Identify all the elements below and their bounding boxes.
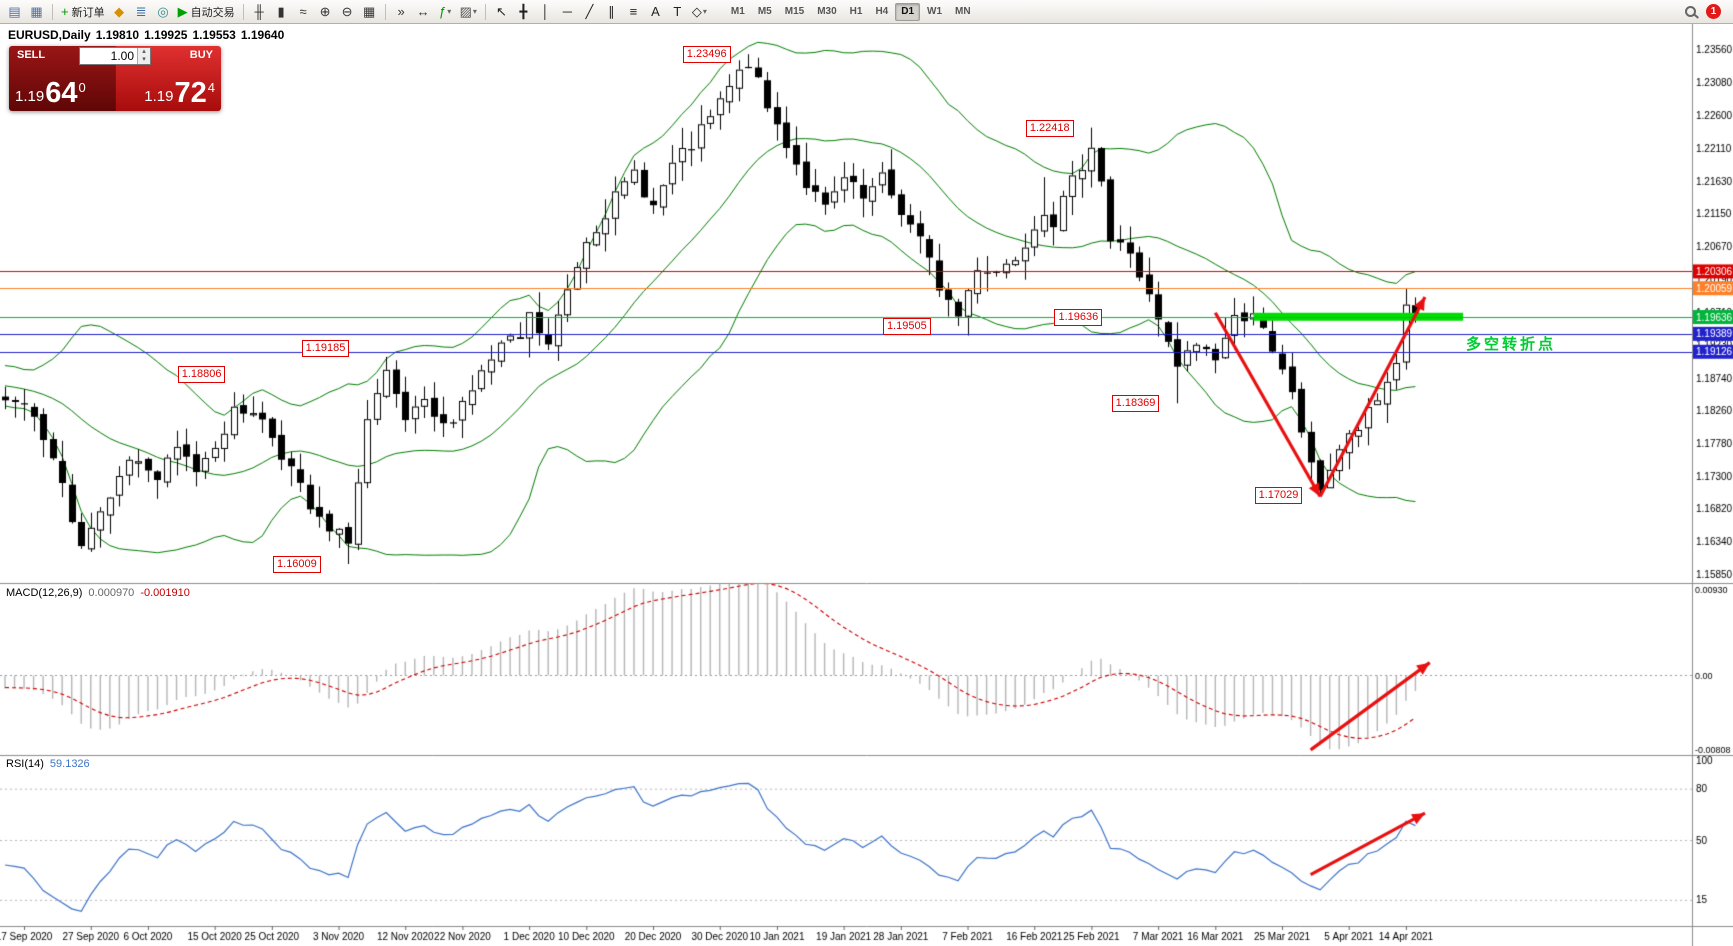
shapes-icon[interactable]: ◇ ▾ [691,3,707,19]
timeframe-m5[interactable]: M5 [757,6,772,17]
zoom-in-icon[interactable]: ⊕ [319,3,331,19]
main-toolbar: ▤ ▦ + 新订单 ◆ ≣ ◎ ▶ 自动交易 ╫ ▮ ≈ ⊕ ⊖ ▦» ↔ ƒ ▾ ▨ ▾ ↖ ╋ │ ─ ╱ ∥ ≡ A T ◇ ▾ M1 M… [0,0,1733,24]
profiles-icon[interactable]: ▦ [30,3,43,19]
autotrading-button[interactable]: ▶ 自动交易 [177,3,235,19]
macd-main-value: 0.000970 [88,587,135,599]
history-center-icon[interactable]: ◆ [114,3,125,19]
new-chart-icon[interactable]: ▤ [8,3,21,19]
ohlc-close: 1.19640 [240,28,285,42]
web-community-icon[interactable]: ◎ [157,3,169,19]
buy-label: BUY [189,49,213,61]
bid-price-sup: 0 [78,80,86,95]
ohlc-low: 1.19553 [192,28,236,42]
channel-icon[interactable]: ∥ [608,3,615,19]
macd-indicator-label: MACD(12,26,9) 0.000970 -0.001910 [6,587,196,599]
vertical-line-icon[interactable]: │ [541,4,550,19]
macd-signal-value: -0.001910 [140,587,190,599]
tile-windows-icon[interactable]: ▦ [362,3,376,19]
timeframe-w1[interactable]: W1 [927,6,943,17]
templates-icon[interactable]: ▨ ▾ [459,3,477,19]
rsi-indicator-label: RSI(14) 59.1326 [6,758,96,770]
toolbar-separator [242,3,244,20]
symbol-period-label: EURUSD,Daily [8,28,91,42]
rsi-name: RSI(14) [6,758,44,770]
bid-price-big: 64 [45,77,78,109]
cursor-icon[interactable]: ↖ [495,3,507,19]
bid-price-prefix: 1.19 [15,88,45,105]
ask-price-sup: 4 [207,80,215,95]
volume-input[interactable]: 1.00 ▴ ▾ [79,47,151,65]
zoom-out-icon[interactable]: ⊖ [341,3,353,19]
text-icon[interactable]: A [651,4,660,19]
horizontal-line-icon[interactable]: ─ [562,4,573,19]
volume-up-icon[interactable]: ▴ [138,48,150,56]
bull-bear-turning-point-annotation: 多空转折点 [1466,336,1557,353]
timeframe-mn[interactable]: MN [955,6,971,17]
chart-area: EURUSD,Daily 1.19810 1.19925 1.19553 1.19640… [0,24,1733,946]
crosshair-icon[interactable]: ╋ [519,3,528,19]
candlestick-chart-icon[interactable]: ▮ [277,3,285,19]
fibonacci-icon[interactable]: ≡ [629,4,638,19]
toolbar-separator [52,3,53,20]
line-chart-icon[interactable]: ≈ [299,4,307,19]
timeframe-d1[interactable]: D1 [895,2,921,21]
macd-name: MACD(12,26,9) [6,587,83,599]
chart-ohlc-title: EURUSD,Daily 1.19810 1.19925 1.19553 1.19640 [8,28,289,42]
sell-label: SELL [17,49,46,61]
volume-stepper[interactable]: ▴ ▾ [137,48,150,64]
timeframe-h4[interactable]: H4 [875,6,889,17]
ask-price-prefix: 1.19 [144,88,174,105]
volume-down-icon[interactable]: ▾ [138,56,150,64]
bar-chart-icon[interactable]: ╫ [254,4,264,19]
ohlc-open: 1.19810 [95,28,140,42]
volume-value[interactable]: 1.00 [110,49,134,63]
ohlc-high: 1.19925 [144,28,188,42]
toolbar-separator [384,3,386,20]
timeframe-m1[interactable]: M1 [730,6,745,17]
search-icon[interactable] [1685,6,1696,17]
timeframe-toolbar: M1 M5 M15 M30 H1 H4 D1 W1 MN [725,2,977,21]
price-chart-canvas[interactable] [0,24,1733,946]
timeframe-h1[interactable]: H1 [849,6,863,17]
chart-shift-icon[interactable]: ↔ [416,4,430,19]
ask-price-big: 72 [174,77,207,109]
market-watch-icon[interactable]: ≣ [135,3,147,19]
ask-price: 1.19 72 4 [144,79,215,108]
notification-badge[interactable]: 1 [1706,4,1721,19]
new-order-button[interactable]: + 新订单 [61,4,105,19]
bid-price: 1.19 64 0 [15,79,86,108]
indicators-icon[interactable]: ƒ ▾ [438,4,452,19]
timeframe-m30[interactable]: M30 [817,6,837,17]
toolbar-right: 1 [1685,4,1729,19]
toolbar-separator [484,3,486,20]
label-icon[interactable]: T [673,4,682,19]
auto-scroll-icon[interactable]: » [397,4,405,19]
one-click-trading-widget: SELL 1.19 64 0 BUY 1.19 72 4 1.00 ▴ [9,46,221,111]
timeframe-m15[interactable]: M15 [784,6,805,17]
trendline-icon[interactable]: ╱ [585,3,594,19]
rsi-value: 59.1326 [49,758,90,770]
